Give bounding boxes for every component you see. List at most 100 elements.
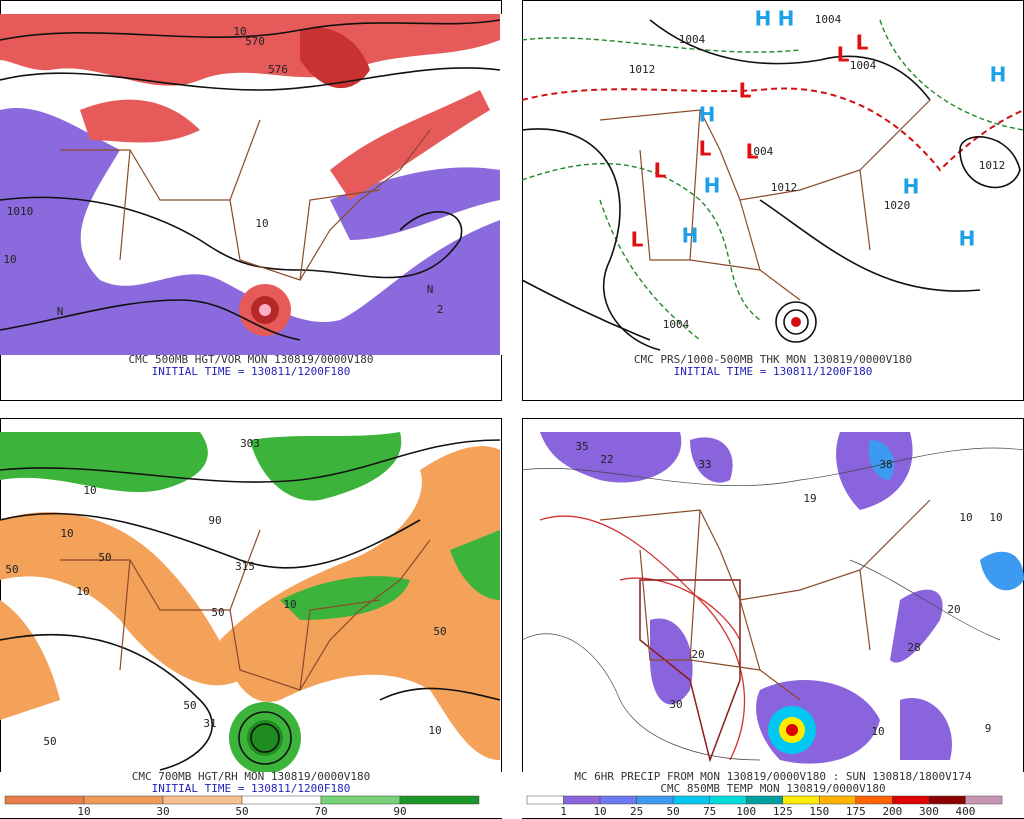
- panel-precip: [521, 418, 1024, 819]
- high-marker: H: [903, 175, 920, 199]
- isobar-label: 1004: [679, 33, 706, 46]
- caption: INITIAL TIME = 130811/1200F180: [152, 782, 351, 795]
- isobar-label: 1012: [979, 159, 1006, 172]
- contour-label: 33: [698, 458, 711, 471]
- isobar-label: 1004: [815, 13, 842, 26]
- colorbar-swatch: [745, 795, 784, 805]
- isobar-label: 1012: [629, 63, 656, 76]
- colorbar-label: 90: [393, 805, 406, 818]
- isobar-label: 1004: [747, 145, 774, 158]
- contour-label: 10: [83, 484, 96, 497]
- contour-label: 303: [240, 437, 260, 450]
- high-marker: H: [699, 103, 716, 127]
- colorbar-label: 150: [809, 805, 829, 818]
- contour-label: 10: [283, 598, 296, 611]
- contour-label: 31: [203, 717, 216, 730]
- low-marker: L: [739, 79, 752, 103]
- low-marker: L: [837, 43, 850, 67]
- colorbar-label: 1: [560, 805, 567, 818]
- colorbar-swatch: [320, 795, 401, 805]
- panel-500mb: [0, 0, 502, 401]
- contour-label: 10: [871, 725, 884, 738]
- contour-label: 10: [76, 585, 89, 598]
- contour-label: 50: [433, 625, 446, 638]
- panel-pressure: [521, 0, 1024, 401]
- contour-label: 10: [233, 25, 246, 38]
- low-marker: L: [631, 228, 644, 252]
- colorbar-label: 70: [314, 805, 327, 818]
- contour-label: 50: [5, 563, 18, 576]
- contour-label: 30: [669, 698, 682, 711]
- colorbar-label: 50: [667, 805, 680, 818]
- colorbar-label: 50: [235, 805, 248, 818]
- contour-label: 35: [575, 440, 588, 453]
- high-marker: H: [990, 63, 1007, 87]
- caption: CMC 700MB HGT/RH MON 130819/0000V180: [132, 770, 370, 783]
- colorbar-swatch: [928, 795, 966, 805]
- colorbar-label: 30: [156, 805, 169, 818]
- high-marker: H: [755, 7, 772, 31]
- low-marker: L: [856, 31, 869, 55]
- isobar-label: 1020: [884, 199, 911, 212]
- colorbar-label: 400: [956, 805, 976, 818]
- colorbar-label: 125: [773, 805, 793, 818]
- contour-label: 38: [879, 458, 892, 471]
- contour-label: 10: [428, 724, 441, 737]
- contour-label: N: [57, 305, 64, 318]
- colorbar-swatch: [162, 795, 243, 805]
- colorbar-label: 300: [919, 805, 939, 818]
- caption: INITIAL TIME = 130811/1200F180: [674, 365, 873, 378]
- contour-label: 10: [3, 253, 16, 266]
- colorbar-swatch: [965, 795, 1003, 805]
- colorbar-label: 175: [846, 805, 866, 818]
- isobar-label: 1012: [771, 181, 798, 194]
- colorbar-swatch: [399, 795, 480, 805]
- contour-label: 19: [803, 492, 816, 505]
- contour-label: 2: [437, 303, 444, 316]
- low-marker: L: [654, 159, 667, 183]
- high-marker: H: [778, 7, 795, 31]
- high-marker: H: [704, 174, 721, 198]
- contour-label: 22: [600, 453, 613, 466]
- colorbar-swatch: [4, 795, 85, 805]
- colorbar-swatch: [892, 795, 930, 805]
- contour-label: 28: [907, 641, 920, 654]
- contour-label: 10: [959, 511, 972, 524]
- colorbar-label: 75: [703, 805, 716, 818]
- colorbar-swatch: [709, 795, 747, 805]
- contour-label: 50: [98, 551, 111, 564]
- contour-label: N: [427, 283, 434, 296]
- contour-label: 576: [268, 63, 288, 76]
- caption: CMC 850MB TEMP MON 130819/0000V180: [660, 782, 885, 795]
- contour-label: 10: [989, 511, 1002, 524]
- contour-label: 50: [211, 606, 224, 619]
- colorbar-swatch: [782, 795, 820, 805]
- high-marker: H: [959, 227, 976, 251]
- colorbar-label: 25: [630, 805, 643, 818]
- contour-label: 90: [208, 514, 221, 527]
- colorbar-swatch: [563, 795, 601, 805]
- caption: MC 6HR PRECIP FROM MON 130819/0000V180 :…: [574, 770, 972, 783]
- contour-label: 1010: [7, 205, 34, 218]
- contour-label: 570: [245, 35, 265, 48]
- contour-label: 20: [947, 603, 960, 616]
- colorbar-swatch: [819, 795, 857, 805]
- caption: CMC 500MB HGT/VOR MON 130819/0000V180: [128, 353, 373, 366]
- colorbar-swatch: [241, 795, 322, 805]
- colorbar-swatch: [599, 795, 637, 805]
- isobar-label: 1004: [850, 59, 877, 72]
- colorbar-label: 10: [77, 805, 90, 818]
- contour-label: 20: [691, 648, 704, 661]
- contour-label: 50: [43, 735, 56, 748]
- colorbar-label: 200: [882, 805, 902, 818]
- colorbar-swatch: [83, 795, 164, 805]
- contour-label: 315: [235, 560, 255, 573]
- caption: CMC PRS/1000-500MB THK MON 130819/0000V1…: [634, 353, 912, 366]
- colorbar-swatch: [672, 795, 710, 805]
- colorbar-swatch: [636, 795, 674, 805]
- contour-label: 50: [183, 699, 196, 712]
- colorbar-swatch: [526, 795, 564, 805]
- low-marker: L: [699, 137, 712, 161]
- isobar-label: 1004: [663, 318, 690, 331]
